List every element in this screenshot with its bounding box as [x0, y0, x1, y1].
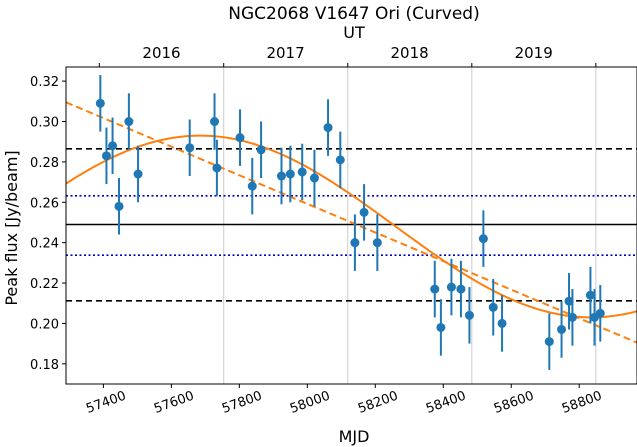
top-axis-label: UT	[343, 23, 365, 42]
data-point	[108, 141, 118, 151]
data-point	[446, 282, 456, 292]
data-point	[359, 207, 369, 217]
data-point	[95, 98, 105, 108]
data-point	[564, 296, 574, 306]
x-axis-label: MJD	[339, 427, 370, 446]
data-point	[276, 171, 286, 181]
y-tick-label: 0.30	[30, 116, 59, 131]
data-point	[101, 151, 111, 161]
data-point	[309, 173, 319, 183]
y-tick-label: 0.28	[30, 156, 59, 171]
data-point	[185, 143, 195, 153]
y-tick-label: 0.32	[30, 75, 59, 90]
data-point	[114, 201, 124, 211]
y-tick-label: 0.18	[30, 358, 59, 373]
data-point	[544, 337, 554, 347]
y-tick-label: 0.24	[30, 237, 59, 252]
year-label: 2019	[515, 44, 553, 62]
data-point	[595, 308, 605, 318]
data-point	[464, 310, 474, 320]
data-point	[430, 284, 440, 294]
y-tick-label: 0.22	[30, 277, 59, 292]
data-point	[335, 155, 345, 165]
data-point	[456, 284, 466, 294]
data-point	[285, 169, 295, 179]
data-point	[350, 238, 360, 248]
data-point	[235, 133, 245, 143]
y-tick-label: 0.20	[30, 317, 59, 332]
plot-area	[66, 67, 637, 384]
data-point	[436, 322, 446, 332]
data-point	[567, 312, 577, 322]
y-tick-label: 0.26	[30, 196, 59, 211]
year-label: 2017	[266, 44, 304, 62]
data-point	[585, 290, 595, 300]
linear-fit-line	[66, 101, 637, 344]
data-point	[478, 234, 488, 244]
data-point	[133, 169, 143, 179]
data-point	[557, 324, 567, 334]
y-axis-label: Peak flux [Jy/beam]	[2, 150, 21, 305]
data-point	[210, 117, 220, 127]
data-point	[372, 238, 382, 248]
year-label: 2016	[142, 44, 180, 62]
data-point	[323, 123, 333, 133]
data-point	[497, 318, 507, 328]
data-point	[247, 181, 257, 191]
plot-contents	[66, 67, 637, 384]
plot-frame	[65, 66, 637, 385]
data-point	[256, 145, 266, 155]
data-point	[212, 163, 222, 173]
data-point	[124, 117, 134, 127]
sine-fit-curve	[66, 134, 637, 319]
data-point	[488, 302, 498, 312]
year-label: 2018	[391, 44, 429, 62]
data-point	[297, 167, 307, 177]
chart-title: NGC2068 V1647 Ori (Curved)	[228, 4, 479, 24]
